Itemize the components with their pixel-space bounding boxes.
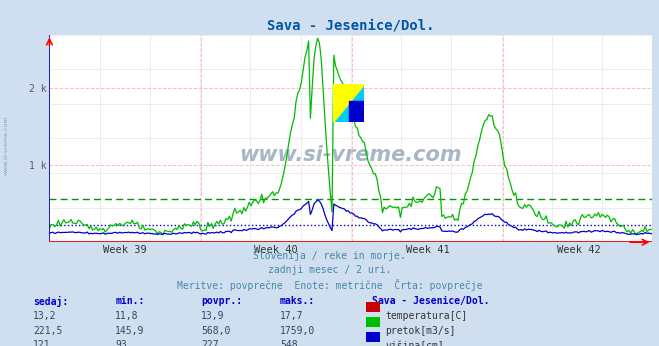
Text: 227: 227 bbox=[201, 340, 219, 346]
Text: www.si-vreme.com: www.si-vreme.com bbox=[240, 145, 462, 165]
Text: 93: 93 bbox=[115, 340, 127, 346]
Text: 548: 548 bbox=[280, 340, 298, 346]
Title: Sava - Jesenice/Dol.: Sava - Jesenice/Dol. bbox=[267, 18, 435, 32]
Text: temperatura[C]: temperatura[C] bbox=[386, 311, 468, 321]
Text: sedaj:: sedaj: bbox=[33, 296, 68, 307]
Text: Slovenija / reke in morje.: Slovenija / reke in morje. bbox=[253, 251, 406, 261]
Polygon shape bbox=[333, 84, 364, 122]
Text: pretok[m3/s]: pretok[m3/s] bbox=[386, 326, 456, 336]
Text: Meritve: povprečne  Enote: metrične  Črta: povprečje: Meritve: povprečne Enote: metrične Črta:… bbox=[177, 279, 482, 291]
Text: 11,8: 11,8 bbox=[115, 311, 139, 321]
Text: www.si-vreme.com: www.si-vreme.com bbox=[4, 116, 9, 175]
Text: 568,0: 568,0 bbox=[201, 326, 231, 336]
Text: višina[cm]: višina[cm] bbox=[386, 340, 444, 346]
Text: 221,5: 221,5 bbox=[33, 326, 63, 336]
Text: 13,2: 13,2 bbox=[33, 311, 57, 321]
Text: maks.:: maks.: bbox=[280, 296, 315, 306]
Text: Sava - Jesenice/Dol.: Sava - Jesenice/Dol. bbox=[372, 296, 490, 306]
Polygon shape bbox=[333, 84, 364, 122]
Text: povpr.:: povpr.: bbox=[201, 296, 242, 306]
Text: 121: 121 bbox=[33, 340, 51, 346]
Text: 145,9: 145,9 bbox=[115, 326, 145, 336]
Bar bbox=[349, 101, 364, 122]
Text: min.:: min.: bbox=[115, 296, 145, 306]
Text: 13,9: 13,9 bbox=[201, 311, 225, 321]
Text: zadnji mesec / 2 uri.: zadnji mesec / 2 uri. bbox=[268, 265, 391, 275]
Text: 17,7: 17,7 bbox=[280, 311, 304, 321]
Text: 1759,0: 1759,0 bbox=[280, 326, 315, 336]
